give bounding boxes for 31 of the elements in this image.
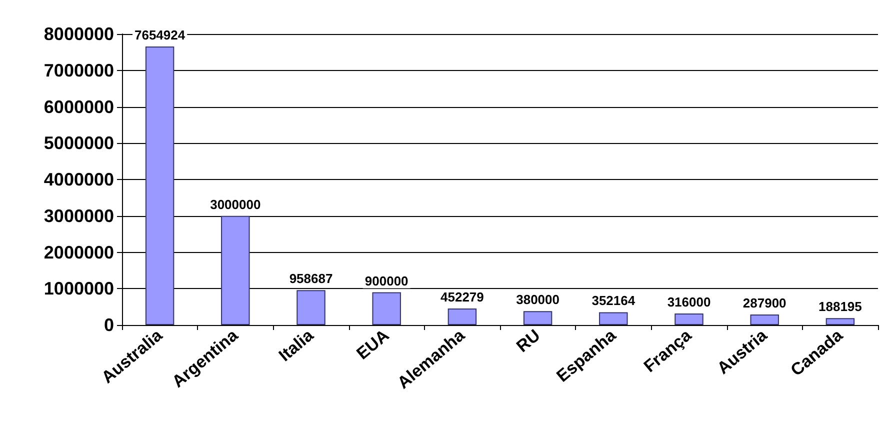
bar [599, 312, 628, 325]
y-tick-label: 2000000 [44, 242, 114, 262]
bar [296, 290, 326, 325]
data-label: 380000 [516, 292, 560, 308]
y-tick-label: 1000000 [44, 278, 114, 299]
data-label: 900000 [364, 273, 408, 288]
y-tick-label: 5000000 [44, 133, 114, 154]
data-label: 352164 [592, 293, 636, 308]
bar [750, 314, 779, 325]
y-tick-label: 8000000 [44, 24, 114, 44]
bar [221, 216, 250, 325]
bar [448, 308, 477, 325]
bar [145, 46, 174, 325]
data-label: 188195 [818, 299, 862, 314]
y-tick-label: 6000000 [44, 96, 114, 117]
y-tick-label: 3000000 [44, 206, 114, 226]
x-tick-label: EUA [352, 326, 393, 364]
bar [674, 314, 704, 325]
y-tick-label: 4000000 [44, 170, 114, 190]
data-label: 3000000 [210, 196, 261, 212]
x-tick-label: RU [512, 326, 544, 356]
y-tick-label: 0 [104, 315, 114, 335]
data-label: 287900 [742, 296, 786, 311]
data-label: 316000 [667, 294, 711, 310]
data-label: 452279 [440, 290, 484, 305]
data-label: 7654924 [134, 28, 186, 43]
y-tick-label: 7000000 [44, 60, 114, 80]
bar [523, 311, 552, 325]
bar [372, 292, 401, 325]
bar [826, 318, 855, 325]
data-label: 958687 [289, 271, 333, 286]
